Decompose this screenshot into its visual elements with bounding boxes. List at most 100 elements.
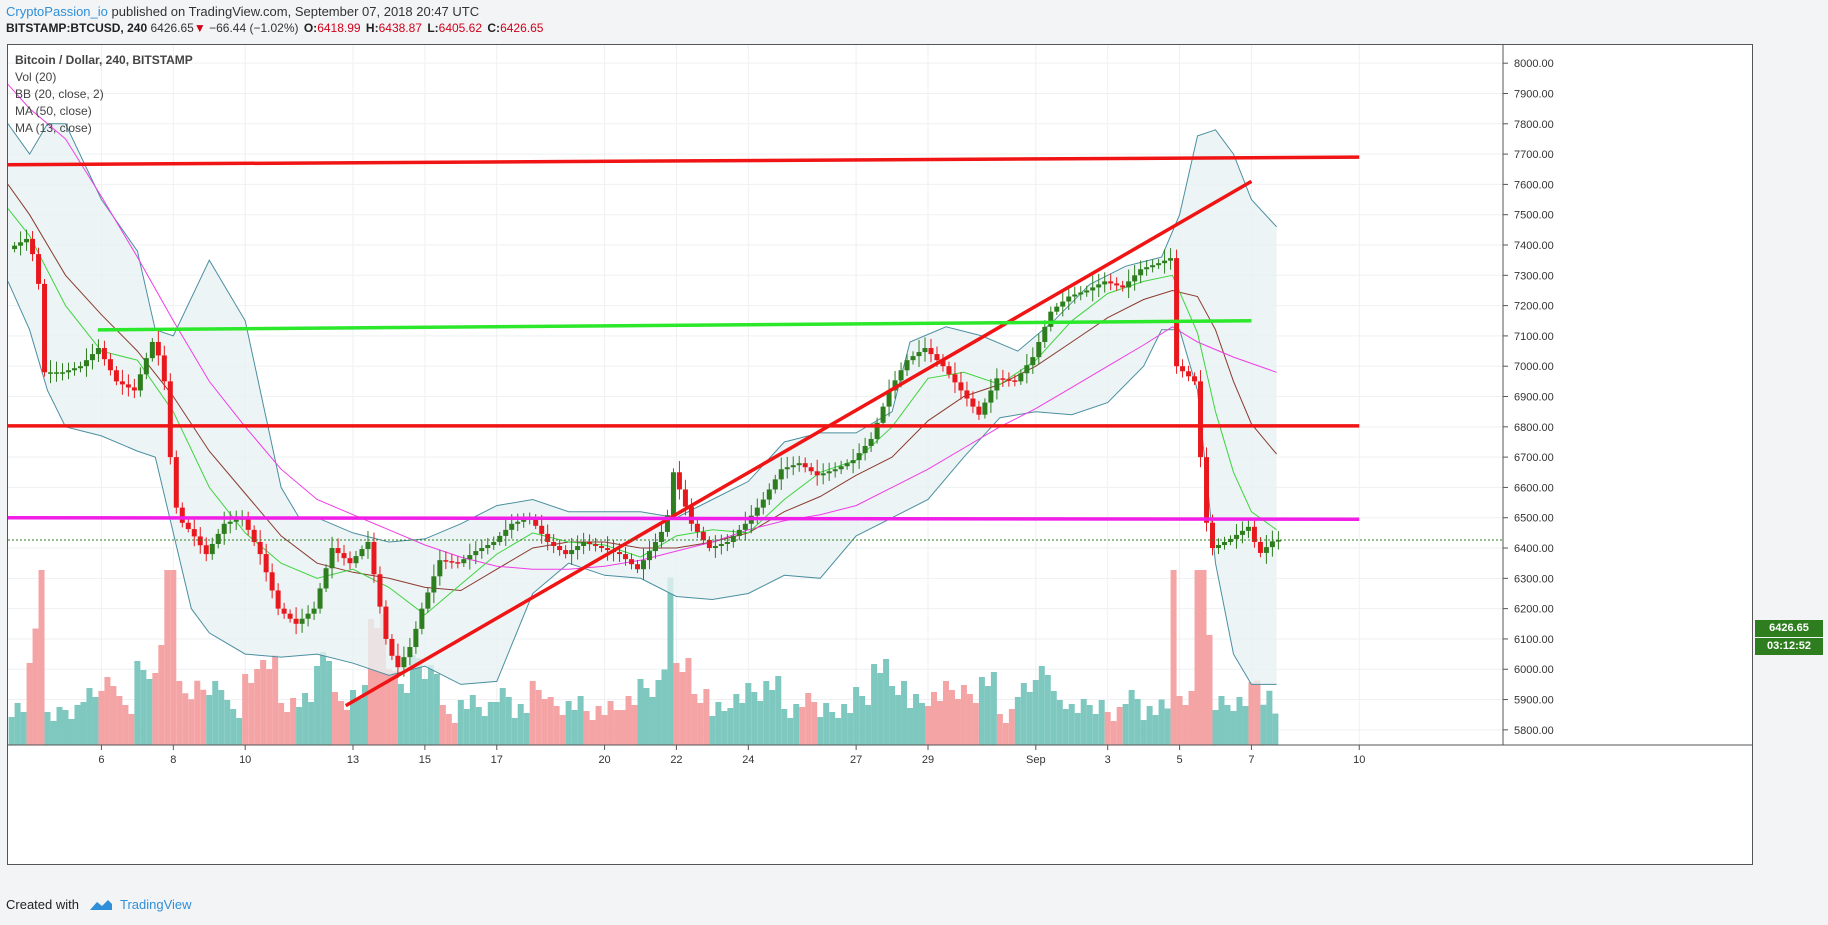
- volume-bar: [1218, 696, 1225, 745]
- author-link[interactable]: CryptoPassion_io: [6, 4, 108, 19]
- candle-body: [389, 638, 395, 656]
- volume-bar: [823, 703, 830, 745]
- candle-body: [1174, 258, 1180, 367]
- resistance-line-7700: [8, 155, 1360, 167]
- candle-body: [904, 360, 910, 371]
- candle-body: [581, 541, 587, 547]
- volume-bar: [176, 681, 183, 745]
- volume-bar: [427, 665, 434, 745]
- volume-bar: [1188, 691, 1195, 745]
- legend-item-volume[interactable]: Vol (20): [15, 70, 57, 84]
- candle-body: [599, 546, 605, 549]
- volume-bar: [1062, 709, 1069, 745]
- price-tick-label: 6400.00: [1514, 543, 1554, 555]
- time-tick-label: 17: [491, 754, 503, 766]
- volume-bar: [966, 694, 973, 745]
- volume-bar: [8, 717, 15, 745]
- volume-bar: [625, 696, 632, 745]
- candle-body: [1192, 376, 1198, 382]
- candle-body: [850, 460, 856, 464]
- volume-bar: [745, 683, 752, 745]
- time-tick-label: 10: [239, 754, 251, 766]
- candle-body: [886, 390, 892, 407]
- volume-bar: [841, 704, 848, 745]
- ohlc-line: BITSTAMP:BTCUSD, 240 6426.65▼ −66.44 (−1…: [6, 21, 543, 35]
- candle-body: [1108, 281, 1114, 284]
- candle-body: [1251, 526, 1257, 542]
- volume-bar: [913, 694, 920, 745]
- time-tick-label: 29: [922, 754, 934, 766]
- volume-bar: [116, 696, 123, 745]
- candle-body: [934, 354, 940, 361]
- legend-item-ma13[interactable]: MA (13, close): [15, 121, 92, 135]
- volume-bar: [350, 690, 356, 745]
- candle-body: [658, 531, 664, 542]
- high-value: 6438.87: [378, 21, 422, 35]
- candle-body: [1269, 541, 1275, 548]
- volume-bar: [1008, 709, 1015, 745]
- candle-body: [1072, 294, 1078, 297]
- volume-bar: [50, 721, 57, 745]
- volume-bar: [1110, 721, 1117, 745]
- volume-bar: [1182, 705, 1189, 745]
- low-value: 6405.62: [438, 21, 483, 35]
- candle-body: [605, 548, 611, 551]
- volume-bar: [445, 714, 452, 745]
- candle-body: [143, 358, 149, 375]
- price-tick-label: 7700.00: [1514, 149, 1554, 161]
- candle-body: [617, 552, 623, 555]
- legend-item-bollinger[interactable]: BB (20, close, 2): [15, 87, 104, 101]
- volume-bar: [296, 707, 303, 745]
- volume-bar: [1032, 680, 1039, 745]
- candle-body: [1210, 522, 1216, 549]
- price-chart[interactable]: 5800.00 5900.00 6000.00 6100.00 6200.00 6300.…: [8, 45, 1752, 864]
- candle-body: [137, 374, 143, 391]
- volume-bar: [751, 692, 758, 745]
- legend-item-ma50[interactable]: MA (50, close): [15, 104, 92, 118]
- volume-bar: [290, 698, 297, 745]
- candle-body: [1078, 292, 1084, 295]
- time-tick-label: 6: [98, 754, 104, 766]
- candle-body: [910, 356, 916, 361]
- candle-body: [676, 472, 682, 490]
- volume-bar: [409, 655, 416, 745]
- candle-body: [371, 541, 377, 575]
- trendline-rising: [344, 179, 1253, 708]
- candle-body: [257, 541, 263, 555]
- candle-body: [269, 572, 275, 591]
- volume-bar: [218, 690, 225, 745]
- candle-body: [71, 368, 77, 371]
- volume-bar: [607, 701, 614, 745]
- volume-bar: [332, 692, 339, 745]
- volume-bar: [919, 703, 926, 745]
- candle-body: [545, 533, 551, 542]
- candle-body: [503, 529, 509, 536]
- chart-area[interactable]: 5800.00 5900.00 6000.00 6100.00 6200.00 6300.…: [7, 44, 1753, 865]
- volume-bar: [260, 660, 267, 745]
- volume-bar: [769, 690, 776, 745]
- candle-body: [970, 398, 976, 407]
- candle-body: [407, 647, 413, 658]
- volume-bar: [583, 711, 590, 745]
- candle-body: [994, 378, 1000, 391]
- candle-body: [437, 560, 443, 577]
- volume-bar: [110, 686, 117, 745]
- volume-bar: [1020, 683, 1027, 745]
- volume-bar: [487, 702, 494, 745]
- candle-body: [341, 553, 347, 559]
- tradingview-link[interactable]: TradingView: [120, 897, 192, 912]
- volume-bar: [68, 719, 75, 745]
- volume-bar: [344, 710, 351, 745]
- candle-body: [706, 539, 712, 549]
- volume-bar: [661, 669, 668, 745]
- volume-bar: [32, 628, 39, 745]
- volume-bar: [1086, 705, 1093, 745]
- price-tick-label: 6700.00: [1514, 452, 1554, 464]
- candle-body: [107, 359, 113, 371]
- open-label: O:: [303, 21, 318, 35]
- volume-bar: [1074, 713, 1081, 745]
- volume-bar: [1248, 682, 1255, 745]
- volume-bar: [559, 715, 566, 745]
- candle-body: [36, 254, 42, 284]
- candle-body: [119, 381, 125, 385]
